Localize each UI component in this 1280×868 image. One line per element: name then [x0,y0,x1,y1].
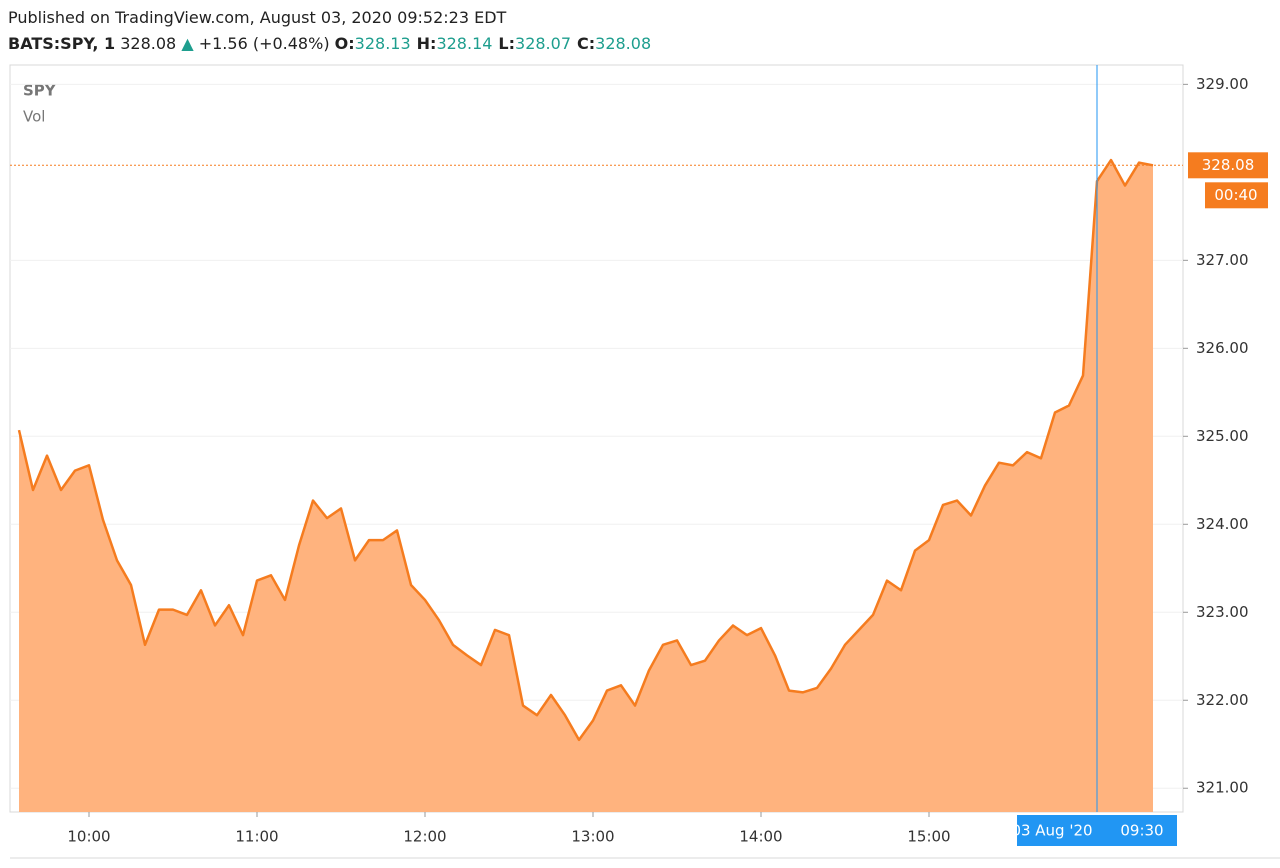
y-tick-label: 323.00 [1196,603,1249,621]
ohlc: O:328.13 H:328.14 L:328.07 C:328.08 [335,34,657,53]
ohlc-label: H: [416,34,437,53]
last-price-box [1188,152,1268,179]
x-tick-label: 14:00 [739,828,782,846]
ohlc-value: 328.13 [354,34,411,53]
arrow: ▲ [181,34,194,53]
ohlc-value: 328.08 [595,34,652,53]
y-tick-label: 324.00 [1196,515,1249,533]
y-tick-label: 329.00 [1196,75,1249,93]
y-tick-label: 322.00 [1196,691,1249,709]
last-price-label: 328.08 [1202,156,1255,174]
y-tick-label: 325.00 [1196,427,1249,445]
y-tick-label: 326.00 [1196,339,1249,357]
ohlc-label: C: [577,34,596,53]
x-tick-label: 10:00 [67,828,110,846]
published: Published on TradingView.com, August 03,… [8,8,507,27]
published-line: Published on TradingView.com, August 03,… [8,6,657,32]
symbol: BATS:SPY, 1 [8,34,116,53]
quote-line: BATS:SPY, 1 328.08 ▲ +1.56 (+0.48%) O:32… [8,32,657,58]
ohlc-label: L: [498,34,516,53]
ohlc-value: 328.07 [515,34,571,53]
last: 328.08 [120,34,177,53]
crosshair-date: 03 Aug '20 [1011,822,1092,840]
crosshair-box [1017,815,1177,846]
change: +1.56 (+0.48%) [198,34,330,53]
ohlc-value: 328.14 [436,34,493,53]
y-tick-label: 321.00 [1196,779,1249,797]
header: Published on TradingView.com, August 03,… [8,6,657,58]
ohlc-label: O: [334,34,355,53]
area-fill [19,160,1153,813]
countdown-label: 00:40 [1214,186,1257,204]
x-tick-label: 13:00 [571,828,614,846]
legend-vol: Vol [23,108,45,126]
x-tick-label: 12:00 [403,828,446,846]
crosshair-time: 09:30 [1120,822,1163,840]
legend-symbol: SPY [23,82,57,100]
x-tick-label: 11:00 [235,828,278,846]
x-tick-label: 15:00 [907,828,950,846]
countdown-box [1205,182,1268,209]
price-line [17,158,1154,742]
y-tick-label: 327.00 [1196,251,1249,269]
